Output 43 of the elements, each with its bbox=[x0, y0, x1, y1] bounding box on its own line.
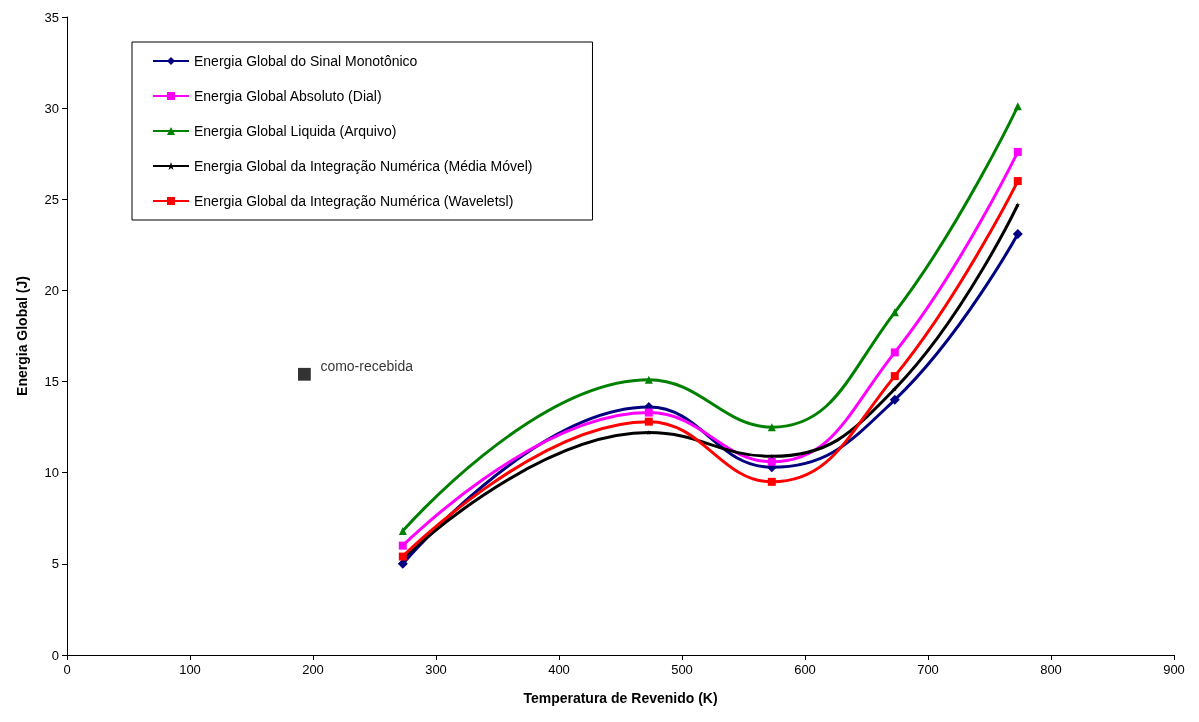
point bbox=[767, 477, 776, 486]
x-tick-label: 800 bbox=[1040, 662, 1062, 677]
y-axis-title: Energia Global (J) bbox=[14, 276, 30, 396]
y-tick-label: 35 bbox=[44, 9, 59, 25]
annotation: como-recebida bbox=[320, 358, 414, 375]
point bbox=[646, 430, 652, 436]
legend-label: Energia Global do Sinal Monotônico bbox=[194, 53, 418, 69]
point bbox=[890, 372, 899, 381]
point bbox=[1013, 147, 1022, 156]
y-tick-label: 0 bbox=[51, 647, 59, 663]
point bbox=[398, 541, 407, 550]
x-tick-label: 200 bbox=[302, 662, 324, 677]
x-tick-label: 300 bbox=[425, 662, 447, 677]
legend-label: Energia Global Absoluto (Dial) bbox=[194, 88, 382, 104]
x-tick-label: 500 bbox=[671, 662, 693, 677]
y-tick-label: 10 bbox=[44, 465, 59, 481]
y-tick-label: 30 bbox=[44, 100, 59, 116]
y-tick-label: 25 bbox=[44, 191, 59, 207]
y-tick-label: 20 bbox=[44, 282, 59, 298]
point bbox=[644, 408, 653, 417]
point bbox=[1012, 228, 1023, 239]
y-tick-label: 5 bbox=[51, 556, 59, 572]
x-tick-label: 0 bbox=[63, 662, 71, 677]
x-tick-label: 400 bbox=[548, 662, 570, 677]
point bbox=[892, 386, 898, 392]
point bbox=[889, 394, 900, 405]
point bbox=[398, 527, 407, 536]
y-tick-label: 15 bbox=[44, 374, 59, 390]
legend-label: Energia Global Liquida (Arquivo) bbox=[194, 123, 397, 139]
legend-label: Energia Global da Integração Numérica (Média Móvel) bbox=[194, 158, 533, 174]
point bbox=[644, 417, 653, 426]
legend-label: Energia Global da Integração Numérica (Waveletsl) bbox=[194, 193, 514, 209]
point bbox=[297, 367, 311, 381]
x-tick-label: 100 bbox=[179, 662, 201, 677]
x-axis-title: Temperatura de Revenido (K) bbox=[523, 690, 718, 706]
x-tick-label: 700 bbox=[917, 662, 939, 677]
x-tick-label: 900 bbox=[1163, 662, 1185, 677]
point bbox=[1013, 177, 1022, 186]
x-tick-label: 600 bbox=[794, 662, 816, 677]
point bbox=[1015, 202, 1021, 208]
point bbox=[890, 348, 899, 357]
point bbox=[644, 375, 653, 384]
point bbox=[767, 457, 776, 466]
